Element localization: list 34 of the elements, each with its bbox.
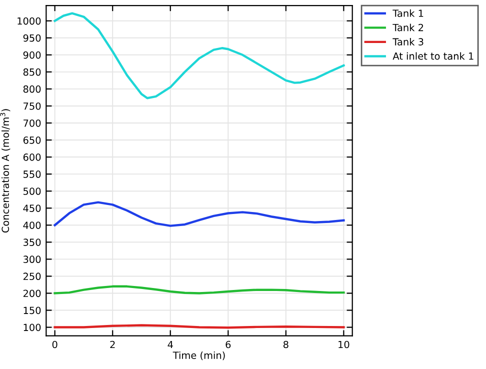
- line-series: [54, 201, 345, 227]
- x-axis-title: Time (min): [172, 351, 225, 360]
- y-tick-label: 850: [23, 68, 41, 76]
- y-tick-label: 150: [24, 306, 41, 314]
- y-tick-label: 500: [24, 188, 41, 195]
- y-tick-label: 100: [24, 324, 41, 332]
- legend-label: Tank 3: [392, 38, 424, 46]
- y-tick-label: 950: [23, 34, 41, 42]
- line-series: [54, 285, 345, 294]
- legend-label: At inlet to tank 1: [392, 52, 474, 60]
- y-tick-label: 350: [23, 238, 41, 246]
- y-tick-label: 550: [24, 170, 41, 178]
- y-tick-label: 1000: [18, 17, 41, 25]
- y-tick-label: 800: [23, 85, 41, 93]
- y-tick-label: 400: [23, 222, 41, 229]
- y-tick-label: 450: [23, 204, 41, 212]
- y-tick-label: 900: [23, 51, 41, 59]
- y-tick-label: 300: [23, 256, 41, 264]
- legend-label: Tank 2: [392, 24, 424, 32]
- x-tick-label: 6: [226, 340, 231, 348]
- y-tick-label: 200: [23, 290, 41, 298]
- y-tick-label: 250: [23, 272, 41, 280]
- x-tick-label: 10: [338, 340, 350, 348]
- x-tick-label: 2: [110, 340, 115, 348]
- y-axis-title: Concentration A (mol/m$^{3}$): [0, 109, 10, 233]
- legend-label: Tank 1: [392, 9, 424, 17]
- x-tick-label: 4: [168, 340, 173, 348]
- y-tick-label: 600: [23, 154, 41, 161]
- line-series: [54, 12, 345, 100]
- x-tick-label: 0: [52, 340, 58, 348]
- y-tick-label: 700: [24, 119, 41, 127]
- y-tick-label: 750: [24, 102, 41, 110]
- y-tick-label: 650: [23, 136, 41, 144]
- x-tick-label: 8: [283, 340, 288, 348]
